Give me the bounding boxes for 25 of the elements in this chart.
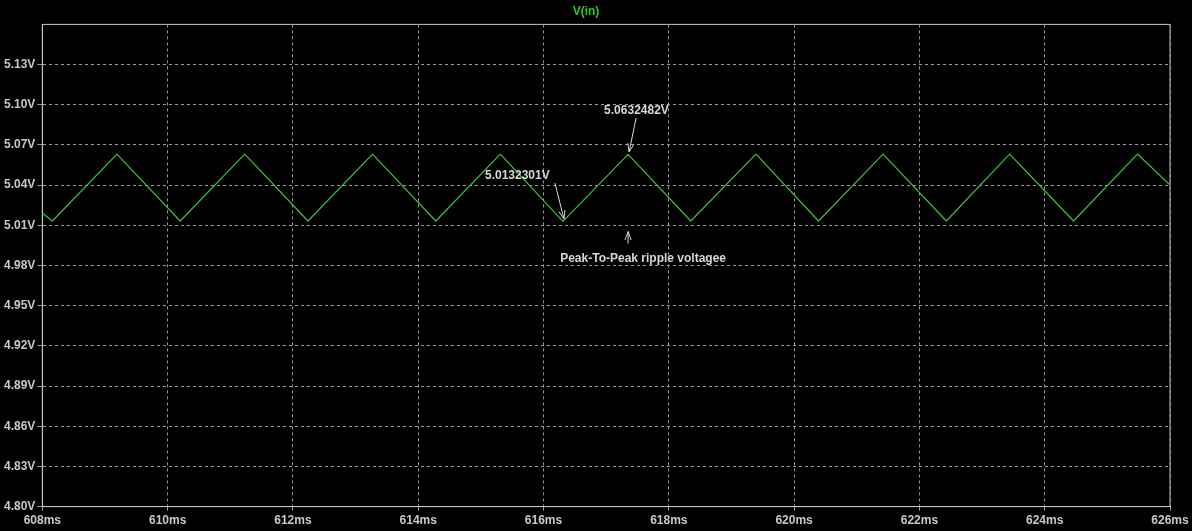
y-tick-label: 5.01V [4, 217, 36, 232]
annotation: Peak-To-Peak ripple voltagee [560, 250, 727, 265]
x-tick-label: 608ms [23, 513, 62, 528]
annotation: 5.0632482V [604, 102, 669, 117]
y-tick-label: 4.89V [4, 378, 36, 393]
y-tick-label: 5.04V [4, 177, 36, 192]
x-tick-label: 616ms [524, 513, 563, 528]
x-tick-label: 612ms [274, 513, 312, 528]
y-tick-label: 4.98V [4, 257, 36, 272]
y-tick-label: 5.10V [4, 97, 36, 112]
x-tick-label: 622ms [900, 513, 939, 528]
y-tick-label: 4.80V [4, 498, 36, 513]
x-tick-label: 624ms [1026, 513, 1064, 528]
x-tick-label: 618ms [650, 513, 688, 528]
x-tick-label: 620ms [775, 513, 814, 528]
y-tick-label: 5.07V [4, 137, 36, 152]
x-tick-label: 626ms [1151, 513, 1189, 528]
y-tick-label: 4.92V [4, 338, 36, 353]
chart-title: V(in) [572, 3, 600, 18]
y-tick-label: 5.13V [4, 56, 36, 71]
x-tick-label: 610ms [148, 513, 187, 528]
y-tick-label: 4.83V [4, 458, 36, 473]
x-tick-label: 614ms [399, 513, 438, 528]
y-tick-label: 4.95V [4, 298, 36, 312]
y-tick-label: 4.86V [4, 418, 36, 433]
